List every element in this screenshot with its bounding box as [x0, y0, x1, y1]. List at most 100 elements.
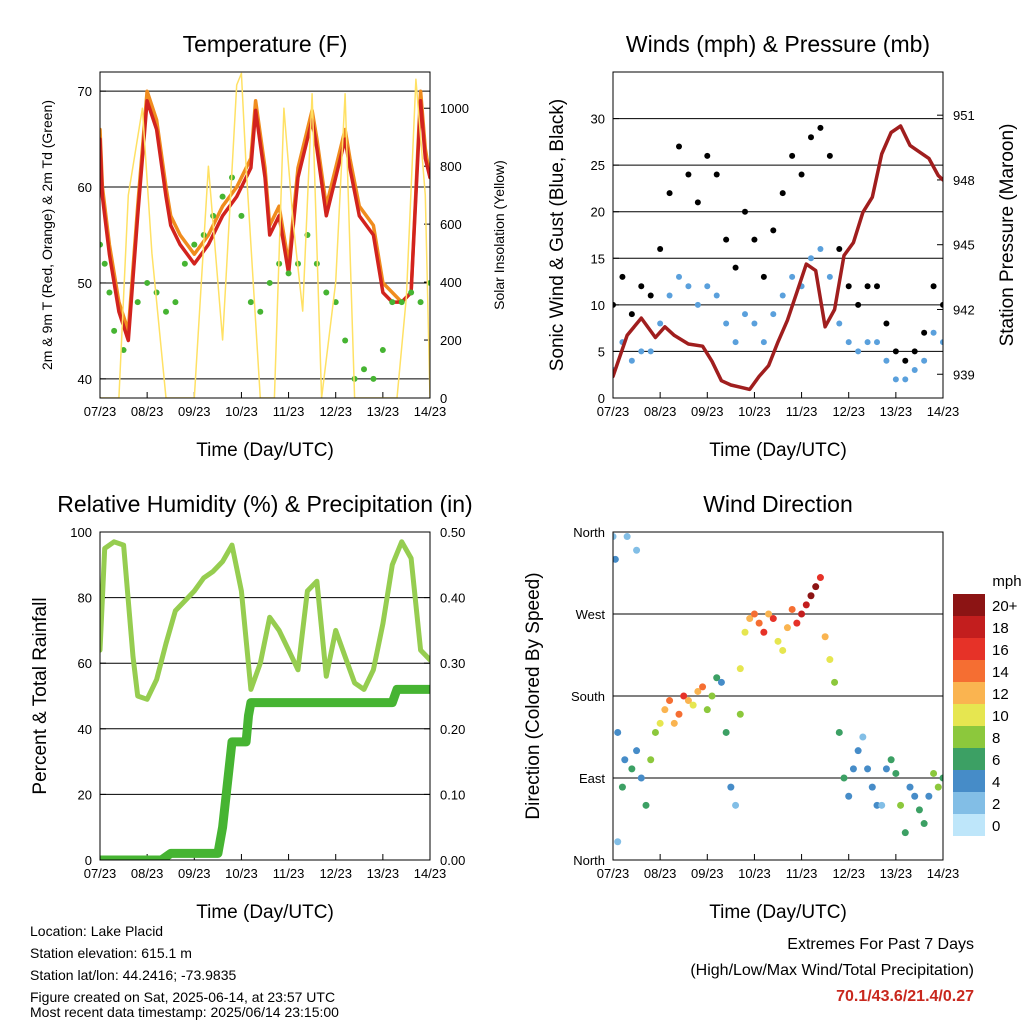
data-point-series-2 [257, 308, 264, 315]
direction-point [816, 574, 824, 582]
data-point-series-0 [760, 273, 767, 280]
data-point-series-0 [883, 320, 890, 327]
colorbar-label: 18 [992, 620, 1009, 637]
direction-point [849, 765, 857, 773]
direction-point [882, 765, 890, 773]
direction-point [868, 783, 876, 791]
direction-point [727, 783, 735, 791]
data-point-series-0 [751, 236, 758, 243]
y-tick-label: 100 [70, 525, 92, 540]
direction-point [930, 769, 938, 777]
y-right-axis-label: Station Pressure (Maroon) [997, 124, 1018, 347]
y-tick-label: East [579, 771, 605, 786]
direction-point [746, 615, 754, 623]
data-point-series-2 [285, 270, 292, 277]
x-tick-label: 07/23 [597, 404, 630, 419]
direction-point [713, 674, 721, 682]
x-tick-label: 11/23 [786, 404, 818, 419]
plot-frame [99, 531, 431, 861]
extremes-title: Extremes For Past 7 Days [787, 936, 974, 953]
data-point-series-0 [676, 143, 682, 150]
colorbar-swatch [953, 748, 985, 770]
direction-point [661, 706, 669, 714]
direction-point [741, 628, 749, 636]
y-tick-label: 80 [78, 591, 92, 606]
x-tick-label: 14/23 [927, 404, 960, 419]
data-point-series-0 [732, 264, 739, 271]
y-right-axis-label: Solar Insolation (Yellow) [491, 160, 507, 310]
direction-point [934, 783, 942, 791]
data-point-series-0 [770, 227, 777, 234]
direction-point [755, 619, 763, 627]
data-point-series-1 [657, 320, 664, 327]
data-point-series-0 [930, 283, 937, 290]
data-point-series-1 [855, 348, 862, 355]
colorbar-swatch [953, 682, 985, 704]
y-tick-label: 15 [591, 251, 605, 266]
series-line-3 [100, 72, 430, 398]
series-line-2 [613, 124, 943, 392]
colorbar-label: 0 [992, 818, 1000, 835]
data-point-series-1 [742, 311, 748, 318]
data-point-series-2 [332, 299, 339, 306]
y-tick-label: 40 [78, 722, 92, 737]
x-axis-label: Time (Day/UTC) [709, 902, 847, 923]
data-point-series-2 [106, 289, 113, 296]
data-point-series-1 [808, 255, 814, 262]
data-point-series-2 [191, 241, 198, 248]
series-line-1 [100, 99, 430, 343]
direction-point [760, 628, 768, 636]
data-point-series-2 [342, 337, 349, 344]
y-tick-label: North [573, 525, 605, 540]
direction-point [628, 765, 636, 773]
direction-point [708, 692, 716, 700]
x-tick-label: 14/23 [414, 866, 447, 881]
direction-point [915, 806, 923, 814]
data-point-series-1 [911, 367, 918, 374]
x-tick-label: 09/23 [691, 404, 724, 419]
direction-point [736, 665, 744, 673]
data-point-series-0 [921, 329, 928, 336]
data-point-series-2 [120, 347, 127, 354]
x-tick-label: 12/23 [832, 404, 865, 419]
extremes-subtitle: (High/Low/Max Wind/Total Precipitation) [690, 962, 974, 979]
data-point-series-0 [713, 171, 720, 178]
direction-point [887, 756, 895, 764]
direction-point [694, 687, 702, 695]
y-tick-label: 60 [78, 180, 92, 195]
y-tick-label: 40 [78, 372, 92, 387]
y-axis-label: Direction (Colored By Speed) [523, 572, 544, 819]
y-right-tick-label: 945 [953, 238, 975, 253]
direction-point [783, 624, 791, 632]
colorbar-swatch [953, 616, 985, 638]
direction-point [614, 728, 622, 736]
colorbar-label: 14 [992, 664, 1009, 681]
direction-point [732, 801, 740, 809]
direction-point [613, 555, 619, 563]
direction-point [798, 610, 806, 618]
x-tick-label: 11/23 [786, 866, 818, 881]
chart-title: Winds (mph) & Pressure (mb) [626, 31, 930, 57]
footer-elevation: Station elevation: 615.1 m [30, 945, 192, 961]
chart-humidity: Relative Humidity (%) & Precipitation (i… [30, 491, 473, 923]
data-point-series-1 [770, 311, 777, 318]
y-right-tick-label: 400 [440, 275, 462, 290]
direction-point [788, 605, 796, 613]
data-point-series-2 [181, 260, 188, 267]
direction-point [722, 728, 730, 736]
data-point-series-2 [323, 289, 330, 296]
colorbar-swatch [953, 638, 985, 660]
direction-point [703, 706, 711, 714]
footer-recent: Most recent data timestamp: 2025/06/14 2… [30, 1004, 339, 1020]
y-right-tick-label: 951 [953, 108, 975, 123]
data-point-series-1 [694, 301, 701, 308]
data-point-series-1 [817, 245, 824, 252]
data-point-series-0 [628, 311, 635, 318]
data-point-series-0 [694, 199, 701, 206]
colorbar-label: 10 [992, 708, 1009, 725]
data-point-series-1 [647, 348, 654, 355]
data-point-series-1 [638, 348, 645, 355]
direction-point [826, 656, 834, 664]
direction-point [614, 838, 622, 846]
data-point-series-2 [408, 289, 415, 296]
